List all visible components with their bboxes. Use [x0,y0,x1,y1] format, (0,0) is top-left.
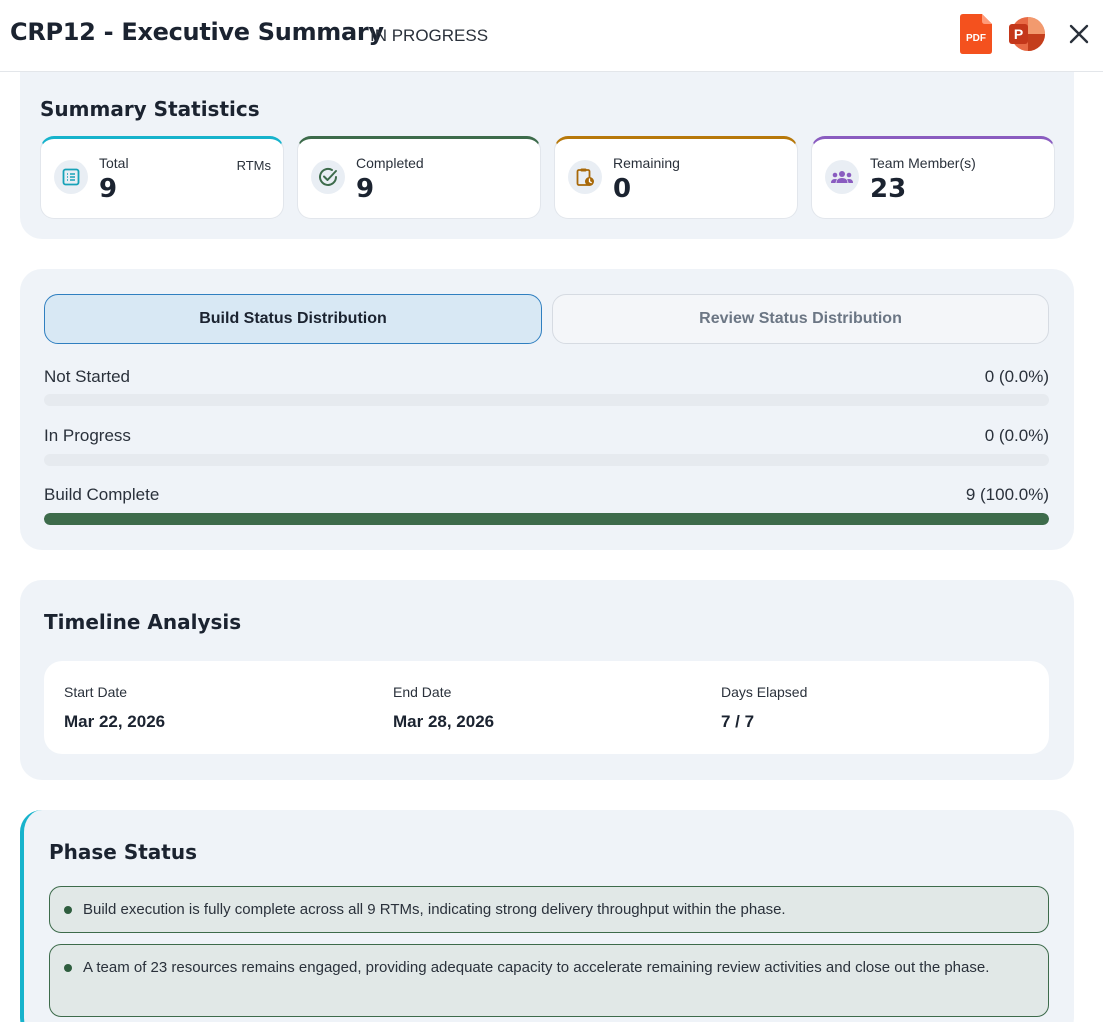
days-elapsed-value: 7 / 7 [721,712,755,731]
stat-value: 9 [99,174,118,204]
phase-bullet-item: Build execution is fully complete across… [49,886,1049,933]
bullet-dot [64,964,72,972]
row-label-in-progress: In Progress [44,426,131,445]
header-bar: CRP12 - Executive Summary IN PROGRESS PD… [0,0,1103,72]
stat-card-completed: Completed 9 [297,136,541,219]
progress-bar-not-started [44,394,1049,406]
team-icon [825,160,859,194]
clipboard-clock-icon [568,160,602,194]
stat-card-team: Team Member(s) 23 [811,136,1055,219]
close-button[interactable] [1066,21,1092,47]
pdf-icon-text: PDF [966,33,986,44]
stat-label: Team Member(s) [870,155,976,171]
page-title: CRP12 - Executive Summary [10,18,384,46]
summary-title: Summary Statistics [40,97,260,121]
list-icon [54,160,88,194]
stat-unit: RTMs [236,158,271,173]
stat-value: 23 [870,174,907,204]
summary-statistics-card: Summary Statistics Total 9 RTMs Complete… [20,72,1074,239]
row-label-not-started: Not Started [44,367,130,386]
timeline-analysis-card: Timeline Analysis Start Date Mar 22, 202… [20,580,1074,780]
pdf-icon: PDF [960,14,992,54]
row-value-build-complete: 9 (100.0%) [965,485,1049,504]
phase-status-card: Phase Status Build execution is fully co… [20,810,1074,1022]
stat-value: 9 [356,174,375,204]
stat-label: Remaining [613,155,680,171]
stat-label: Completed [356,155,424,171]
tab-build-status[interactable]: Build Status Distribution [44,294,542,344]
progress-fill [44,513,1049,525]
status-distribution-card: Build Status Distribution Review Status … [20,269,1074,550]
status-label: IN PROGRESS [370,26,489,45]
bullet-text: Build execution is fully complete across… [83,901,786,918]
row-value-in-progress: 0 (0.0%) [984,426,1049,445]
timeline-title: Timeline Analysis [44,610,242,634]
close-icon [1069,24,1089,44]
bullet-dot [64,906,72,914]
tab-review-status[interactable]: Review Status Distribution [552,294,1049,344]
stat-value: 0 [613,174,632,204]
progress-bar-build-complete [44,513,1049,525]
row-label-build-complete: Build Complete [44,485,160,504]
end-date-value: Mar 28, 2026 [393,712,495,731]
stat-label: Total [99,155,129,171]
check-circle-icon [311,160,345,194]
phase-title: Phase Status [49,840,197,864]
ppt-icon-text: P [1014,26,1023,42]
phase-bullet-item: A team of 23 resources remains engaged, … [49,944,1049,1017]
timeline-panel: Start Date Mar 22, 2026 End Date Mar 28,… [44,661,1049,754]
powerpoint-icon: P [1009,17,1045,51]
bullet-text: A team of 23 resources remains engaged, … [83,959,990,976]
days-elapsed-label: Days Elapsed [721,684,808,700]
stat-card-total: Total 9 RTMs [40,136,284,219]
start-date-label: Start Date [64,684,128,700]
export-ppt-button[interactable]: P [1007,15,1046,53]
stat-card-remaining: Remaining 0 [554,136,798,219]
progress-bar-in-progress [44,454,1049,466]
start-date-value: Mar 22, 2026 [64,712,166,731]
export-pdf-button[interactable]: PDF [960,14,992,54]
row-value-not-started: 0 (0.0%) [984,367,1049,386]
end-date-label: End Date [393,684,452,700]
